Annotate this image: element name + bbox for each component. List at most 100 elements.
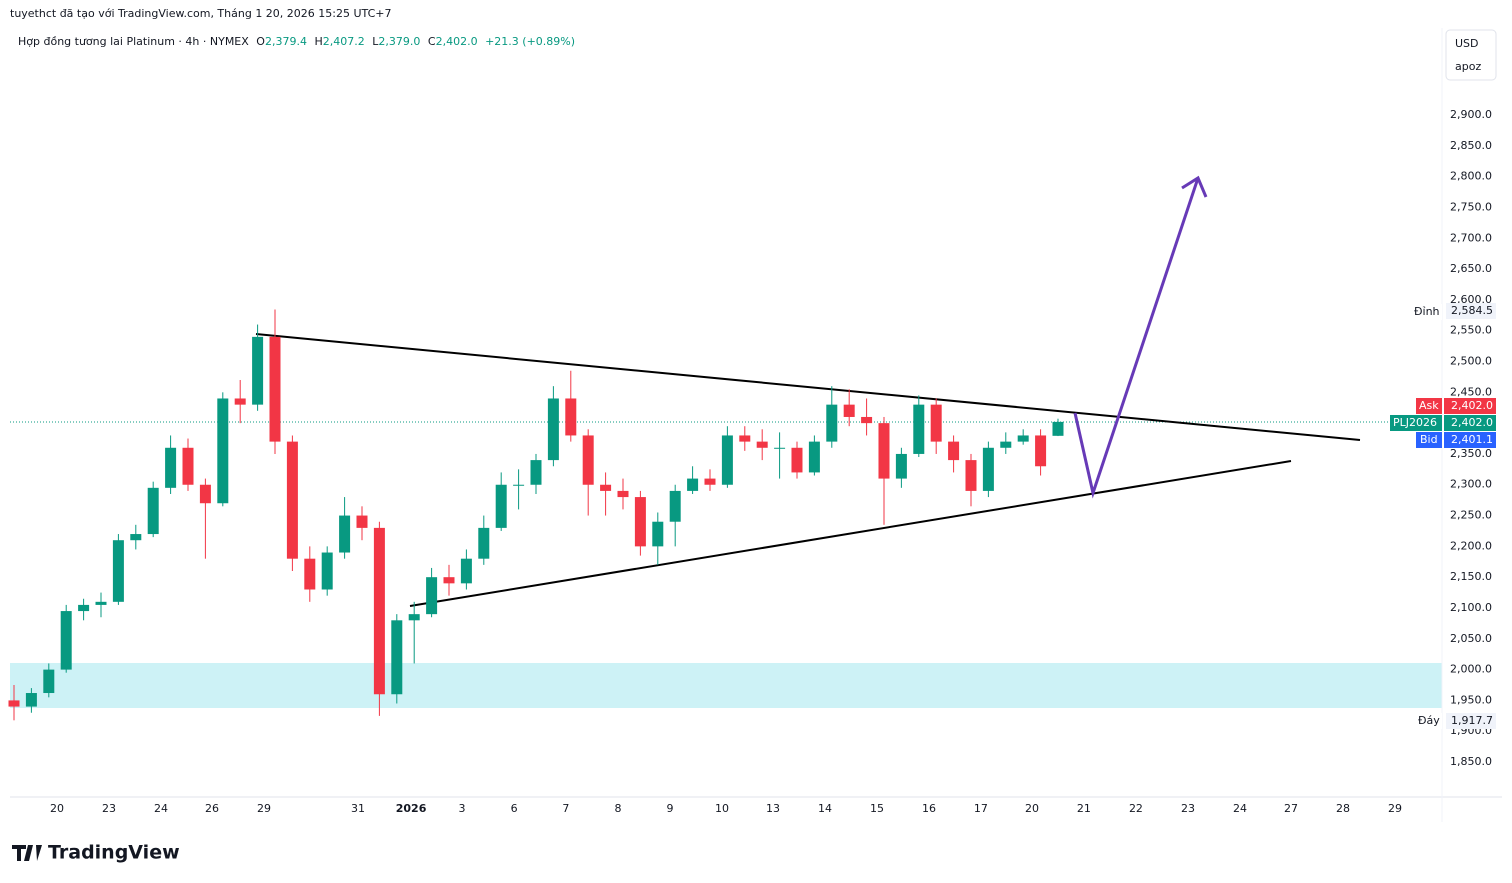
candle-body [408,614,420,621]
y-tick-label: 2,050.0 [1450,632,1492,645]
x-tick-label: 31 [351,802,365,815]
candles [8,309,1064,721]
y-tick-label: 2,900.0 [1450,108,1492,121]
candle-body [95,601,107,605]
candle-body [391,620,403,695]
user: apoz [1455,60,1481,73]
y-tick-label: 2,750.0 [1450,200,1492,213]
x-tick-label: 29 [1388,802,1402,815]
low-tag-label: Đáy [1418,714,1440,727]
x-tick-label: 22 [1129,802,1143,815]
candle-body [704,478,716,485]
candle-body [913,404,925,454]
candle-body [808,441,820,473]
y-tick-label: 2,150.0 [1450,570,1492,583]
x-tick-label: 29 [257,802,271,815]
low-tag-value: 1,917.7 [1451,714,1493,727]
candle-body [634,497,646,547]
candle-body [339,515,351,553]
x-tick-label: 3 [459,802,466,815]
y-tick-label: 2,550.0 [1450,324,1492,337]
candle-body [878,423,890,479]
ohlc-label: C [428,35,436,48]
candle-body [199,484,211,504]
bid-tag-label: Bid [1420,433,1438,446]
x-tick-label: 15 [870,802,884,815]
trend-line-lower [409,460,1292,607]
candle-body [600,484,612,491]
candle-body [1035,435,1047,467]
candle-body [356,515,368,528]
ask-tag-value: 2,402.0 [1451,399,1493,412]
projection-path [1073,177,1200,499]
ohlc-value: 2,407.2 [323,35,365,48]
candle-body [965,460,977,491]
x-tick-label: 24 [1233,802,1247,815]
x-tick-label: 7 [562,802,569,815]
candle-body [147,487,159,535]
axes: 1,850.01,900.01,950.02,000.02,050.02,100… [50,108,1492,815]
currency-box: USD apoz [1445,29,1497,81]
candle-body [739,435,751,442]
candle-body [426,577,438,615]
high-tag-box [1446,303,1496,319]
bid-tag-bg [1416,432,1442,448]
x-tick-label: 10 [715,802,729,815]
candle-body [669,490,681,522]
candle-body [78,604,90,612]
candle-body [252,336,264,405]
x-tick-label: 16 [922,802,936,815]
candle-body [217,398,229,504]
price-tags: Đỉnh 2,584.5 Ask 2,402.0 PLJ2026 2,402.0… [1390,303,1496,729]
support-zone [10,663,1442,708]
candle-body [895,453,907,479]
currency: USD [1455,37,1479,50]
high-tag-label: Đỉnh [1414,305,1440,318]
candle-body [582,435,594,485]
last-tag-box [1444,415,1496,431]
y-tick-label: 2,450.0 [1450,385,1492,398]
x-tick-label: 28 [1336,802,1350,815]
candle-body [234,398,246,405]
candle-body [513,484,525,486]
brand: TradingView [12,842,180,864]
x-tick-label: 17 [974,802,988,815]
x-tick-label: 14 [818,802,832,815]
y-tick-label: 2,250.0 [1450,509,1492,522]
candle-body [982,447,994,491]
candle-body [826,404,838,442]
x-tick-label: 6 [511,802,518,815]
bid-tag-box [1444,432,1496,448]
brand-logo [12,845,42,861]
y-tick-label: 2,850.0 [1450,139,1492,152]
y-tick-label: 2,600.0 [1450,293,1492,306]
candle-body [774,447,786,449]
candle-body [495,484,507,528]
ask-tag-box [1444,398,1496,414]
legend-line: Hợp đồng tương lai Platinum · 4h · NYMEX… [18,35,575,48]
y-tick-label: 2,500.0 [1450,355,1492,368]
x-tick-label: 23 [102,802,116,815]
candle-body [617,490,629,498]
candle-body [304,558,316,590]
y-tick-label: 2,100.0 [1450,601,1492,614]
candle-body [948,441,960,461]
x-tick-label: 24 [154,802,168,815]
ask-tag-label: Ask [1419,399,1439,412]
header-bg [12,32,560,52]
high-tag-bg [1410,304,1442,320]
low-tag-bg [1414,713,1442,729]
ohlc-value: 2,402.0 [436,35,478,48]
ohlc-label: L [372,35,379,48]
x-tick-label: 20 [1025,802,1039,815]
bid-tag-value: 2,401.1 [1451,433,1493,446]
ohlc-label: O [256,35,265,48]
x-tick-label: 2026 [396,802,427,815]
ohlc-value: 2,379.0 [378,35,420,48]
projection-arrowhead [1181,175,1208,198]
candle-body [43,669,55,694]
x-tick-label: 13 [766,802,780,815]
x-tick-label: 8 [614,802,621,815]
